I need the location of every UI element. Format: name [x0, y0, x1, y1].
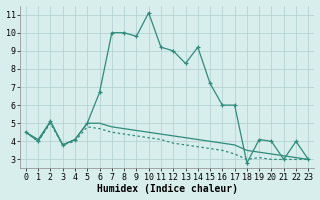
X-axis label: Humidex (Indice chaleur): Humidex (Indice chaleur)	[97, 184, 237, 194]
